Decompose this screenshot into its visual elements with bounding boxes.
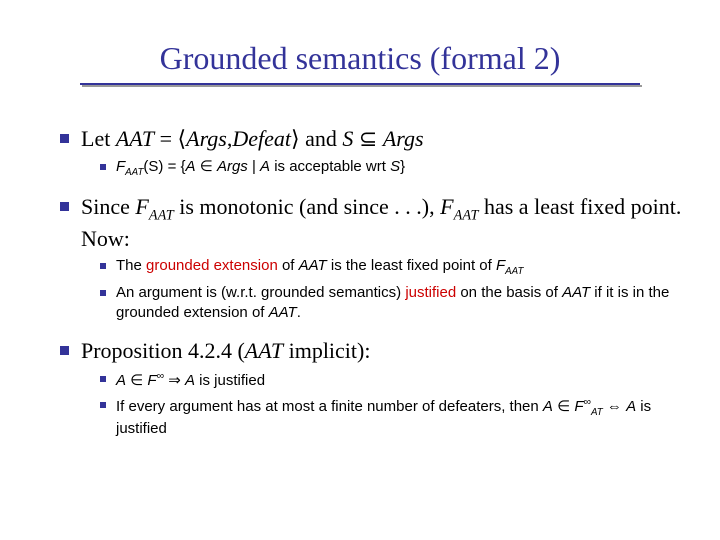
text-since: Since FAAT is monotonic (and since . . .… — [81, 193, 690, 253]
text-faat-def: FAAT(S) = {A ∈ Args | A is acceptable wr… — [116, 157, 405, 179]
block-prop: Proposition 4.2.4 (AAT implicit): A ∈ F∞… — [60, 337, 690, 439]
bullet-icon — [100, 290, 106, 296]
bullet-icon — [60, 202, 69, 211]
slide-title: Grounded semantics (formal 2) — [160, 40, 561, 83]
bullet-icon — [60, 134, 69, 143]
title-area: Grounded semantics (formal 2) — [30, 40, 690, 85]
text-grounded-ext: The grounded extension of AAT is the lea… — [116, 256, 523, 278]
bullet-icon — [100, 164, 106, 170]
bullet-icon — [60, 346, 69, 355]
content: Let AAT = ⟨Args,Defeat⟩ and S ⊆ Args FAA… — [30, 125, 690, 439]
text-prop-b: If every argument has at most a finite n… — [116, 395, 690, 439]
text-prop: Proposition 4.2.4 (AAT implicit): — [81, 337, 370, 365]
bullet-icon — [100, 402, 106, 408]
text-justified: An argument is (w.r.t. grounded semantic… — [116, 283, 690, 324]
slide: Grounded semantics (formal 2) Let AAT = … — [0, 0, 720, 540]
bullet-icon — [100, 376, 106, 382]
block-let: Let AAT = ⟨Args,Defeat⟩ and S ⊆ Args FAA… — [60, 125, 690, 179]
bullet-icon — [100, 263, 106, 269]
title-underline — [80, 83, 640, 85]
text-let: Let AAT = ⟨Args,Defeat⟩ and S ⊆ Args — [81, 125, 424, 153]
block-since: Since FAAT is monotonic (and since . . .… — [60, 193, 690, 323]
text-prop-a: A ∈ F∞ ⇒ A is justified — [116, 369, 265, 391]
